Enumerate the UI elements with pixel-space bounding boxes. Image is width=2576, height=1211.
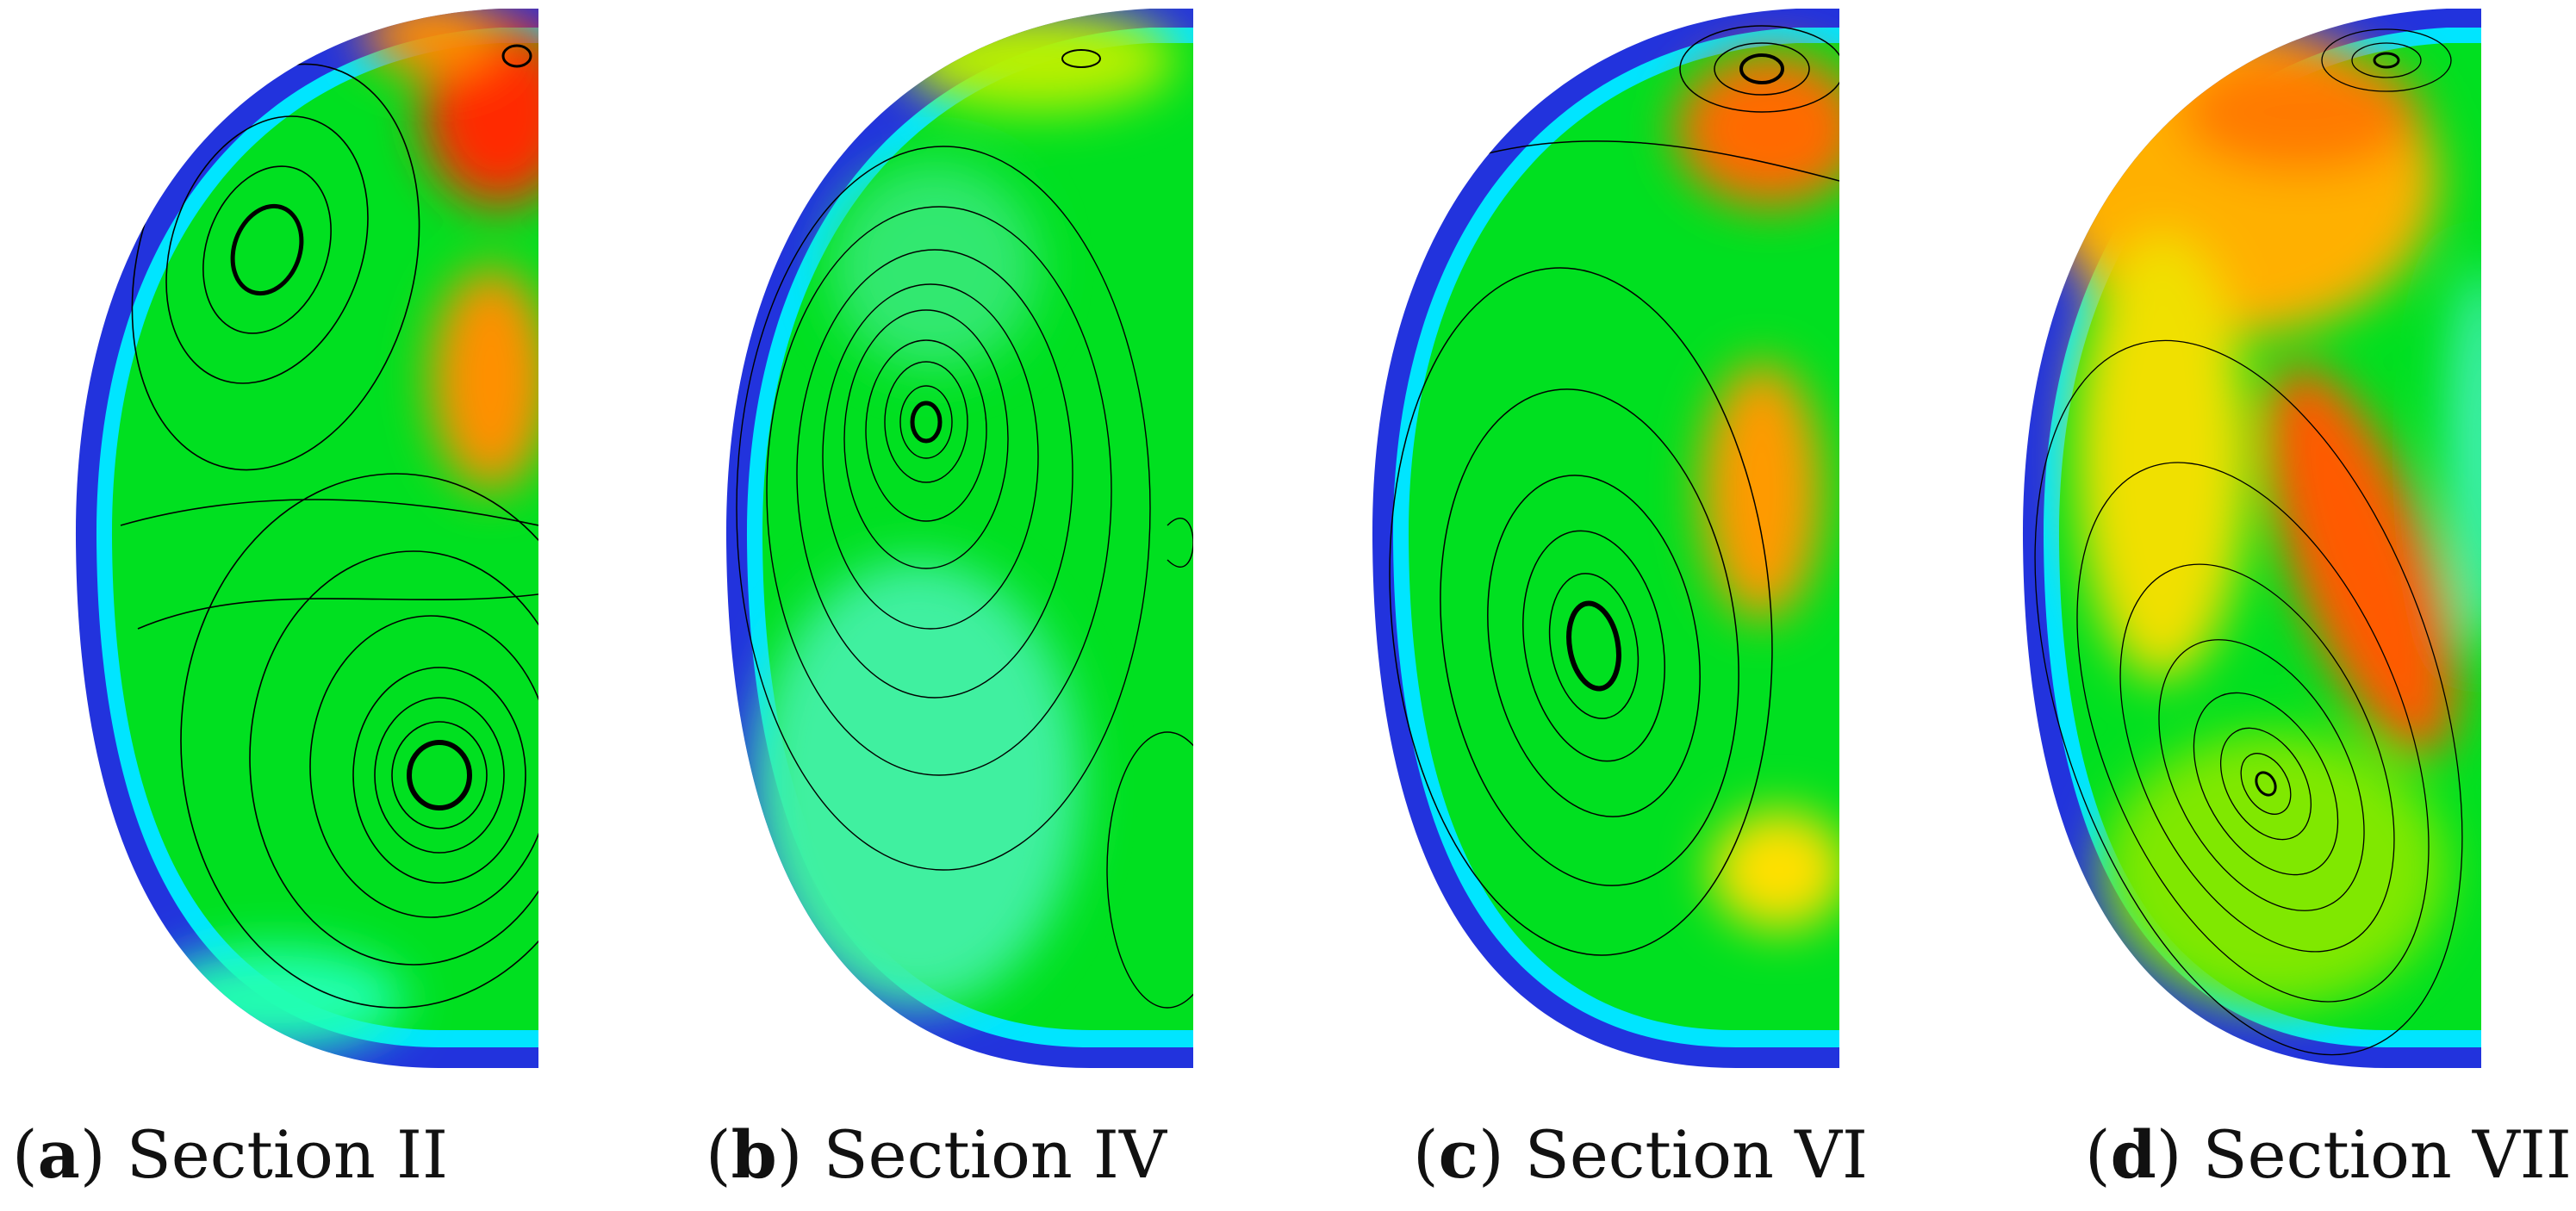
streamlines-a (120, 44, 538, 1009)
streamlines-d (2034, 28, 2463, 1056)
contour-plot-a (75, 9, 538, 1068)
streamlines-b (736, 49, 1193, 1009)
panel-caption-c: (c) Section VI (1413, 1116, 1868, 1193)
contour-plot-c (1372, 9, 1839, 1068)
panel-d: (d) Section VII (2016, 0, 2576, 1211)
contour-plot-b (725, 9, 1193, 1068)
panel-a: (a) Section II (12, 0, 706, 1211)
panel-caption-b: (b) Section IV (706, 1116, 1167, 1193)
panel-c: (c) Section VI (1366, 0, 2003, 1211)
panel-caption-d: (d) Section VII (2085, 1116, 2572, 1193)
streamlines-c (1389, 25, 1839, 956)
panel-b: (b) Section IV (706, 0, 1357, 1211)
contour-plot-d (2022, 9, 2481, 1068)
panel-caption-a: (a) Section II (12, 1116, 449, 1193)
